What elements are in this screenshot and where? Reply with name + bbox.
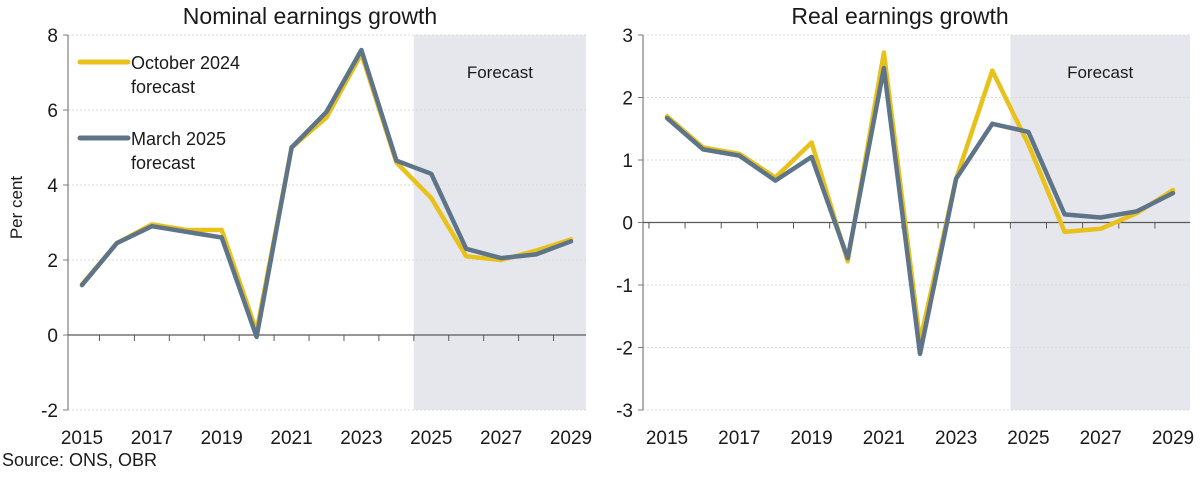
x-tick-label: 2015	[646, 428, 688, 449]
x-tick-label: 2019	[790, 428, 832, 449]
y-tick-label: 0	[47, 326, 58, 347]
y-tick-label: 0	[622, 214, 633, 235]
forecast-label: Forecast	[467, 63, 533, 82]
x-tick-label: 2023	[935, 428, 977, 449]
x-tick-label: 2019	[201, 428, 243, 449]
forecast-label: Forecast	[1067, 63, 1133, 82]
y-axis-label: Per cent	[7, 176, 26, 240]
x-tick-label: 2017	[718, 428, 760, 449]
y-tick-label: 4	[47, 176, 58, 197]
chart-title: Nominal earnings growth	[183, 3, 437, 29]
y-tick-label: -2	[41, 401, 58, 422]
chart-nominal-earnings: Forecast -2 0 2 4 6 8 2015 2017 2019 2021 2023 2025 2…	[7, 3, 592, 449]
x-tick-label: 2015	[61, 428, 103, 449]
legend-label-march-2025: forecast	[131, 153, 195, 173]
series-line-march-2025	[79, 47, 574, 340]
x-tick-label: 2027	[1080, 428, 1122, 449]
y-tick-label: 6	[47, 101, 58, 122]
y-tick-label: -1	[616, 276, 633, 297]
y-tick-label: 1	[622, 151, 633, 172]
y-tick-label: -3	[616, 401, 633, 422]
x-tick-label: 2025	[1007, 428, 1049, 449]
legend-label-march-2025: March 2025	[131, 129, 226, 149]
x-tick-label: 2025	[410, 428, 452, 449]
source-note: Source: ONS, OBR	[2, 450, 158, 470]
chart-title: Real earnings growth	[791, 3, 1008, 29]
x-tick-label: 2017	[131, 428, 173, 449]
legend-label-october-2024: forecast	[131, 77, 195, 97]
series-line-march-2025	[664, 65, 1176, 357]
forecast-shading	[413, 35, 586, 410]
y-tick-label: 2	[622, 89, 633, 110]
x-tick-label: 2029	[550, 428, 592, 449]
y-tick-label: 8	[47, 26, 58, 47]
chart-real-earnings: Forecast -3 -2 -1 0 1 2 3 2015 2017 2019 2021 2023 20…	[616, 3, 1194, 449]
legend-label-october-2024: October 2024	[131, 53, 240, 73]
x-tick-label: 2021	[270, 428, 312, 449]
y-tick-label: 2	[47, 251, 58, 272]
x-tick-label: 2029	[1152, 428, 1194, 449]
y-tick-label: 3	[622, 26, 633, 47]
x-tick-label: 2021	[863, 428, 905, 449]
x-tick-label: 2027	[480, 428, 522, 449]
legend: October 2024 forecast March 2025 forecast	[77, 53, 240, 173]
x-tick-label: 2023	[340, 428, 382, 449]
y-tick-label: -2	[616, 339, 633, 360]
